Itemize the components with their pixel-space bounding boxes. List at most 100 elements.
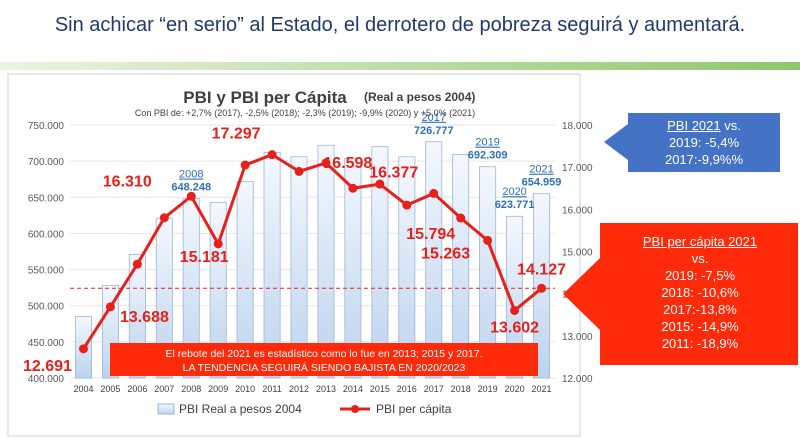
per-capita-point	[159, 213, 169, 223]
callout-red-line-5: 2011: -18,9%	[661, 336, 739, 351]
line-value-label: 14.127	[517, 261, 566, 278]
x-tick-label: 2009	[208, 384, 228, 394]
per-capita-line	[78, 150, 547, 354]
bar	[506, 215, 524, 379]
x-tick-label: 2020	[505, 384, 525, 394]
x-tick-label: 2008	[181, 384, 201, 394]
per-capita-point	[240, 160, 250, 170]
callout-blue-line-1: 2019: -5,4%	[668, 135, 740, 150]
callout-red-arrow	[563, 223, 798, 365]
per-capita-series-line	[82, 153, 543, 350]
x-tick-label: 2013	[316, 384, 336, 394]
x-tick-label: 2011	[262, 384, 281, 394]
line-labels: 12.691 13.688 16.310 15.181 17.297 16.59816.3…	[23, 126, 566, 375]
bar	[236, 180, 254, 379]
per-capita-point	[510, 305, 520, 315]
note-line-1: El rebote del 2021 es estadístico como l…	[166, 348, 483, 360]
note-box	[110, 343, 538, 376]
callout-blue: PBI 2021 vs. 2019: -5,4% 2017:-9,9%%	[630, 117, 778, 168]
line-value-label: 16.598	[323, 155, 372, 172]
left-tick-label: 750.000	[28, 121, 65, 132]
bar-year-label: 2008	[179, 169, 203, 181]
bar-year-label: 2017	[422, 112, 446, 124]
right-tick-label: 13.000	[562, 332, 593, 343]
per-capita-point	[456, 213, 466, 223]
x-tick-label: 2012	[289, 384, 309, 394]
callout-blue-arrow	[604, 113, 780, 172]
legend-line-marker	[351, 405, 359, 413]
note-line-2: LA TENDENCIA SEGUIRÁ SIENDO BAJISTA EN 2…	[183, 361, 466, 374]
legend-bar-label: PBI Real a pesos 2004	[179, 402, 302, 416]
x-tick-label: 2010	[235, 384, 255, 394]
right-tick-label: 18.000	[562, 121, 593, 132]
left-tick-label: 650.000	[28, 193, 65, 204]
bar-value-label: 654.959	[522, 177, 562, 189]
grid-lines	[70, 124, 555, 379]
bar	[317, 144, 335, 379]
line-value-label: 16.310	[103, 173, 152, 190]
left-tick-label: 500.000	[28, 302, 65, 313]
bar	[290, 156, 308, 379]
line-value-label: 15.794	[406, 226, 455, 243]
bar-value-label: 623.771	[495, 199, 535, 211]
right-tick-label: 15.000	[562, 248, 593, 259]
x-tick-label: 2015	[370, 384, 390, 394]
bar	[452, 154, 470, 379]
bar	[209, 201, 227, 379]
left-tick-label: 550.000	[28, 266, 65, 277]
per-capita-point	[186, 191, 196, 201]
x-tick-label: 2017	[424, 384, 444, 394]
line-value-label: 15.181	[180, 249, 229, 266]
right-tick-label: 12.000	[562, 374, 593, 385]
per-capita-point	[321, 158, 331, 168]
per-capita-point	[402, 200, 412, 210]
page-headline: Sin achicar “en serio” al Estado, el der…	[54, 14, 746, 36]
x-tick-label: 2016	[397, 384, 417, 394]
callout-blue-title: PBI 2021	[667, 118, 721, 133]
left-tick-label: 700.000	[28, 157, 65, 168]
callout-red-line-1: 2019: -7,5%	[664, 268, 736, 283]
x-axis: 2004 2005 2006 2007 2008 2009 2010 2011 2012 2013…	[73, 384, 551, 394]
legend-bar-swatch	[157, 403, 175, 415]
line-value-label: 15.263	[421, 245, 470, 262]
per-capita-point	[132, 259, 142, 269]
callout-red-line-2: 2018: -10,6%	[661, 285, 739, 300]
x-tick-label: 2018	[451, 384, 471, 394]
bar	[344, 157, 362, 379]
callout-red-line-4: 2015: -14,9%	[661, 319, 739, 334]
x-tick-label: 2019	[478, 384, 498, 394]
line-value-label: 17.297	[212, 126, 261, 143]
legend-line-label: PBI per cápita	[376, 402, 452, 416]
x-tick-label: 2021	[532, 384, 552, 394]
right-tick-label: 16.000	[562, 205, 593, 216]
line-value-label: 13.688	[120, 309, 169, 326]
x-tick-label: 2006	[127, 384, 147, 394]
callout-red-subtitle: vs.	[691, 251, 709, 266]
left-tick-label: 450.000	[28, 338, 65, 349]
left-tick-label: 400.000	[28, 374, 65, 385]
chart-subtitle: Con PBI de: +2,7% (2017), -2,5% (2018); …	[135, 108, 475, 118]
bar	[425, 141, 443, 379]
callout-red-title: PBI per cápita 2021	[642, 234, 758, 249]
bar-year-label: 2021	[529, 164, 553, 176]
x-tick-label: 2005	[100, 384, 120, 394]
x-tick-label: 2004	[73, 384, 93, 394]
callout-blue-line-2: 2017:-9,9%%	[664, 152, 744, 167]
x-tick-label: 2007	[154, 384, 174, 394]
per-capita-point	[429, 188, 439, 198]
bar-value-label: 648.248	[171, 182, 211, 194]
bar	[371, 146, 389, 379]
per-capita-point	[267, 150, 277, 160]
bar	[479, 166, 497, 379]
header-rule	[0, 62, 800, 70]
bar-value-label: 692.309	[468, 150, 508, 162]
left-tick-label: 600.000	[28, 229, 65, 240]
per-capita-point	[483, 235, 493, 245]
chart-title: PBI y PBI per Cápita	[183, 88, 347, 107]
per-capita-point	[537, 283, 547, 293]
bar-year-label: 2020	[502, 186, 526, 198]
left-axis: 400.000 450.000 500.000 550.000 600.000 650.0…	[28, 121, 65, 385]
right-tick-label: 17.000	[562, 163, 593, 174]
